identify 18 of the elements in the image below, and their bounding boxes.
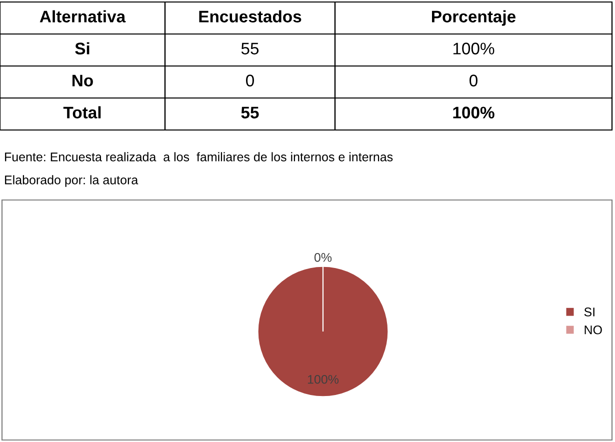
legend-label: NO (584, 325, 602, 334)
text: Porcentaje (432, 10, 516, 26)
text: Encuestados (199, 10, 302, 22)
text: 55 (241, 106, 259, 118)
text: Total (63, 106, 101, 118)
text: Alternativa (40, 10, 126, 22)
data-label: 100% (308, 374, 339, 384)
text: 100% (453, 42, 494, 54)
text: 55 (241, 42, 259, 54)
text: No (72, 74, 93, 86)
source-note: Fuente: Encuesta realizada a los familiares de los internos e internas (5, 152, 393, 162)
text: 0% (314, 252, 332, 262)
legend-label: SI (584, 308, 594, 316)
text: 0 (246, 74, 254, 86)
text: Si (75, 42, 90, 54)
text: 100% (453, 106, 494, 118)
text: 0 (470, 74, 478, 86)
text: Elaborado por: la autora (5, 175, 138, 187)
